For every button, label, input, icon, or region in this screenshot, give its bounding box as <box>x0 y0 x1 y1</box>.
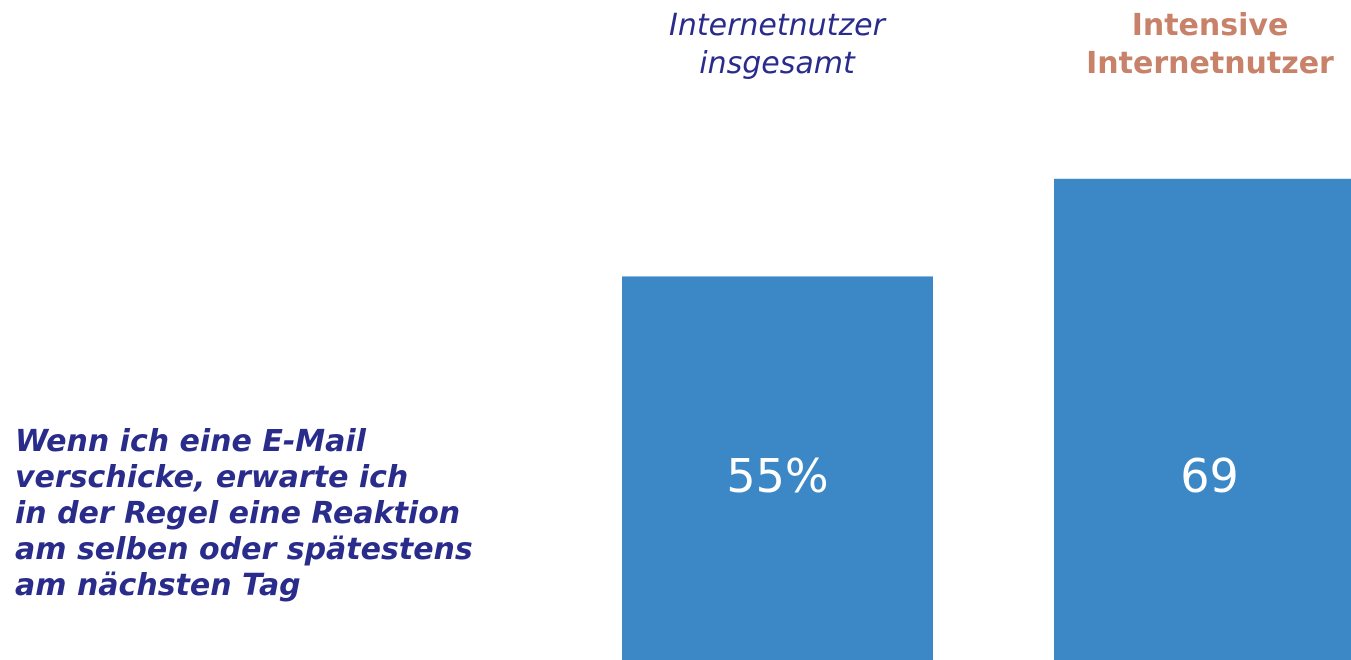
column-header-intensive-internetnutzer: Intensive Internetnutzer <box>1086 8 1334 81</box>
bar-value-label: 69 <box>1180 449 1239 503</box>
column-header-internetnutzer-insgesamt: Internetnutzer insgesamt <box>669 8 885 81</box>
survey-statement: Wenn ich eine E-Mail verschicke, erwarte… <box>15 424 473 603</box>
bar-intensive-internetnutzer <box>1054 178 1351 660</box>
bar-internetnutzer-insgesamt <box>622 276 933 660</box>
bar-value-label: 55% <box>726 449 828 503</box>
